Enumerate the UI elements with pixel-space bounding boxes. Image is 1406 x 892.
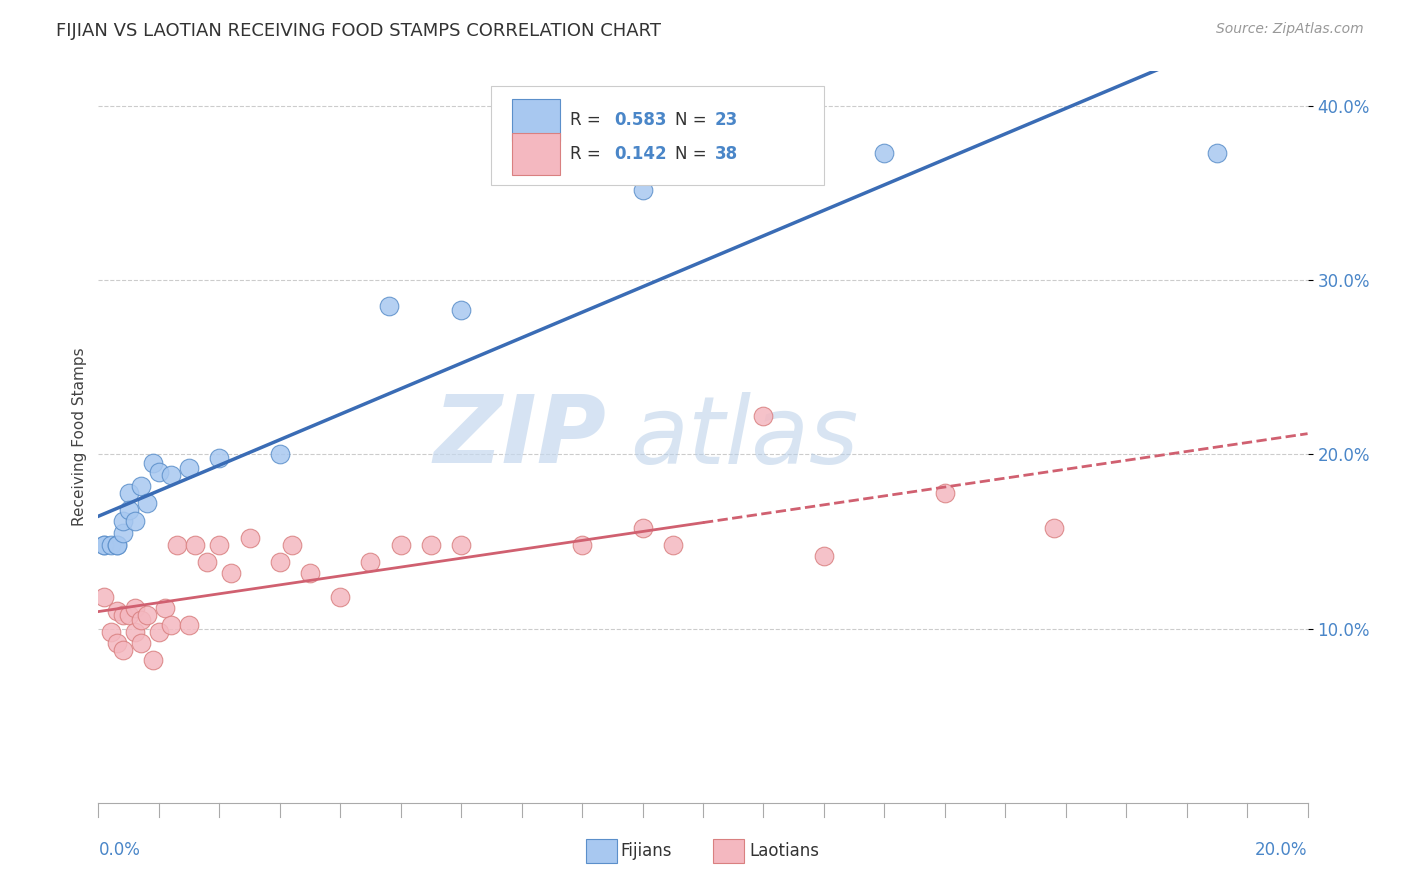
Point bbox=[631, 183, 654, 197]
Text: 0.0%: 0.0% bbox=[98, 841, 141, 859]
FancyBboxPatch shape bbox=[512, 133, 561, 175]
Point bbox=[208, 450, 231, 465]
Point bbox=[360, 556, 382, 570]
FancyBboxPatch shape bbox=[713, 839, 744, 863]
Point bbox=[148, 465, 170, 479]
Point bbox=[153, 600, 176, 615]
Point bbox=[195, 556, 218, 570]
Point bbox=[299, 566, 322, 580]
Text: 20.0%: 20.0% bbox=[1256, 841, 1308, 859]
Point bbox=[105, 538, 128, 552]
Point bbox=[111, 525, 134, 540]
Point bbox=[160, 618, 183, 632]
Point bbox=[118, 607, 141, 622]
Point bbox=[93, 591, 115, 605]
Point bbox=[129, 479, 152, 493]
Point bbox=[135, 607, 157, 622]
Text: N =: N = bbox=[675, 112, 711, 129]
Point bbox=[124, 514, 146, 528]
Text: 0.583: 0.583 bbox=[614, 112, 668, 129]
Point bbox=[118, 503, 141, 517]
Point bbox=[111, 607, 134, 622]
Text: Source: ZipAtlas.com: Source: ZipAtlas.com bbox=[1216, 22, 1364, 37]
Point bbox=[420, 538, 443, 552]
Point bbox=[179, 618, 201, 632]
Point bbox=[142, 653, 165, 667]
Point bbox=[111, 514, 134, 528]
Point bbox=[124, 625, 146, 640]
Point bbox=[93, 538, 115, 552]
FancyBboxPatch shape bbox=[492, 86, 824, 185]
Point bbox=[179, 461, 201, 475]
Point bbox=[93, 538, 115, 552]
Point bbox=[221, 566, 243, 580]
Point bbox=[184, 538, 207, 552]
Text: Laotians: Laotians bbox=[749, 842, 818, 860]
Point bbox=[166, 538, 188, 552]
Text: atlas: atlas bbox=[630, 392, 859, 483]
Point bbox=[142, 456, 165, 470]
Point bbox=[377, 300, 399, 314]
Point bbox=[752, 409, 775, 424]
Point bbox=[269, 448, 291, 462]
Point bbox=[329, 591, 352, 605]
Point bbox=[571, 538, 593, 552]
Text: N =: N = bbox=[675, 145, 711, 163]
Point bbox=[934, 485, 956, 500]
Point bbox=[105, 604, 128, 618]
Point bbox=[450, 302, 472, 317]
Text: 23: 23 bbox=[716, 112, 738, 129]
Point bbox=[239, 531, 262, 545]
Point bbox=[873, 146, 896, 161]
Point bbox=[160, 468, 183, 483]
Point bbox=[661, 538, 683, 552]
Point bbox=[148, 625, 170, 640]
Point bbox=[389, 538, 412, 552]
Point bbox=[100, 625, 122, 640]
Point bbox=[1042, 521, 1064, 535]
Point bbox=[111, 642, 134, 657]
FancyBboxPatch shape bbox=[586, 839, 617, 863]
Text: 38: 38 bbox=[716, 145, 738, 163]
FancyBboxPatch shape bbox=[512, 99, 561, 142]
Point bbox=[129, 635, 152, 649]
Point bbox=[813, 549, 835, 563]
Point bbox=[208, 538, 231, 552]
Point bbox=[135, 496, 157, 510]
Point bbox=[118, 485, 141, 500]
Text: FIJIAN VS LAOTIAN RECEIVING FOOD STAMPS CORRELATION CHART: FIJIAN VS LAOTIAN RECEIVING FOOD STAMPS … bbox=[56, 22, 661, 40]
Point bbox=[450, 538, 472, 552]
Point bbox=[1206, 146, 1229, 161]
Point bbox=[105, 635, 128, 649]
Point bbox=[100, 538, 122, 552]
Point bbox=[281, 538, 304, 552]
Text: ZIP: ZIP bbox=[433, 391, 606, 483]
Point bbox=[105, 538, 128, 552]
Y-axis label: Receiving Food Stamps: Receiving Food Stamps bbox=[72, 348, 87, 526]
Point bbox=[269, 556, 291, 570]
Text: Fijians: Fijians bbox=[621, 842, 672, 860]
Point bbox=[631, 521, 654, 535]
Text: 0.142: 0.142 bbox=[614, 145, 668, 163]
Text: R =: R = bbox=[569, 145, 606, 163]
Text: R =: R = bbox=[569, 112, 606, 129]
Point bbox=[124, 600, 146, 615]
Point bbox=[129, 613, 152, 627]
